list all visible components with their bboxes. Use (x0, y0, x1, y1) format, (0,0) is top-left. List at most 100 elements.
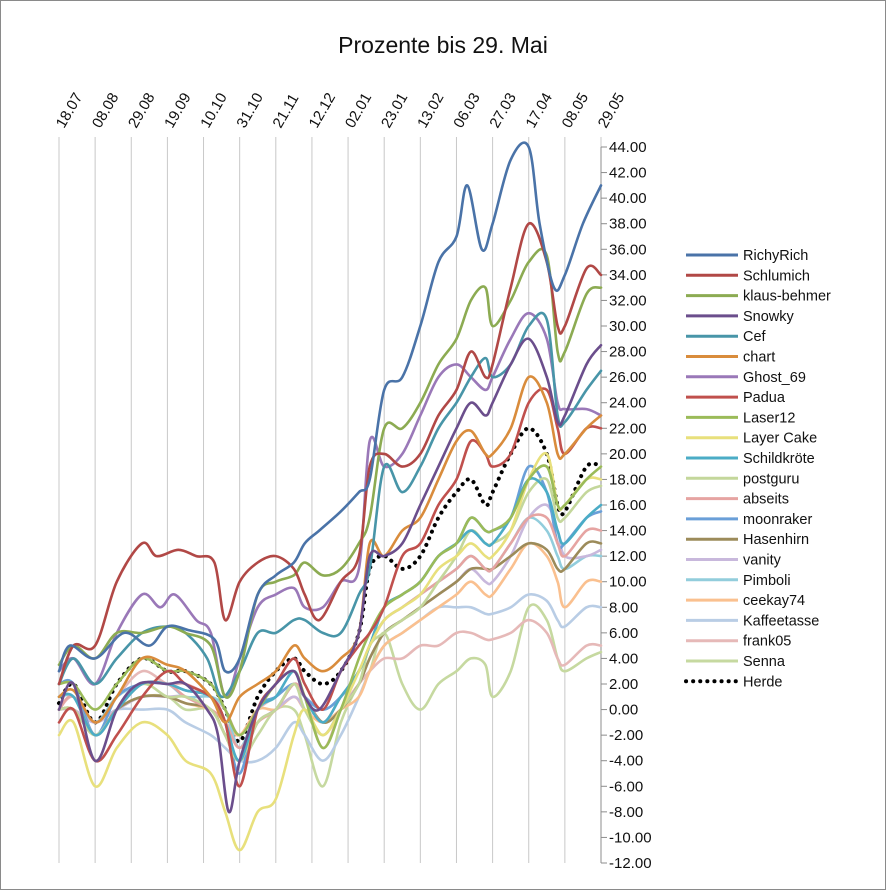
legend-label: Schlumich (743, 268, 810, 284)
series-line-klaus-behmer (57, 247, 603, 699)
legend-item-senna: Senna (686, 654, 786, 670)
series-line-postguru (57, 477, 603, 763)
y-tick-label: -8.00 (609, 804, 643, 821)
x-tick-label: 29.05 (595, 90, 628, 131)
y-tick-label: -4.00 (609, 753, 643, 770)
series-line-richyrich (57, 141, 603, 674)
legend-label: Schildkröte (743, 451, 815, 467)
legend-item-moonraker: moonraker (686, 512, 812, 528)
legend-label: Padua (743, 390, 786, 406)
x-tick-label: 19.09 (161, 90, 194, 131)
y-tick-label: -6.00 (609, 778, 643, 795)
series-line-padua (57, 387, 603, 788)
legend-item-cef: Cef (686, 329, 767, 345)
legend-item-schlumich: Schlumich (686, 268, 810, 284)
y-tick-label: -10.00 (609, 829, 652, 846)
series-line-schlumich (57, 222, 603, 686)
legend-item-laser12: Laser12 (686, 410, 795, 426)
x-tick-label: 12.12 (306, 90, 339, 131)
series-line-snowky (57, 337, 603, 814)
legend-item-pimboli: Pimboli (686, 573, 791, 589)
legend-label: RichyRich (743, 248, 808, 264)
legend-label: Layer Cake (743, 431, 817, 447)
chart-title: Prozente bis 29. Mai (338, 32, 548, 58)
legend-item-frank05: frank05 (686, 634, 791, 650)
legend-label: vanity (743, 553, 782, 569)
x-axis-ticks: 18.07 08.08 29.08 19.09 10.10 31.10 21.11 12.12… (53, 90, 628, 131)
legend-item-vanity: vanity (686, 553, 782, 569)
legend-item-ghost-69: Ghost_69 (686, 370, 806, 386)
y-tick-label: 30.00 (609, 318, 647, 335)
x-tick-label: 10.10 (197, 90, 230, 131)
legend-label: postguru (743, 471, 799, 487)
x-tick-label: 29.08 (125, 90, 158, 131)
x-tick-label: 31.10 (233, 90, 266, 131)
series-line-layer-cake (57, 451, 603, 852)
legend-label: Herde (743, 674, 783, 690)
y-tick-label: 32.00 (609, 292, 647, 309)
legend-label: Hasenhirn (743, 532, 809, 548)
legend-item-richyrich: RichyRich (686, 248, 808, 264)
y-tick-label: 42.00 (609, 165, 647, 182)
x-tick-label: 21.11 (270, 91, 303, 131)
legend-item-snowky: Snowky (686, 309, 795, 325)
legend-item-layer-cake: Layer Cake (686, 431, 817, 447)
y-axis: 44.00 42.00 40.00 38.00 36.00 34.00 32.00 30.00… (600, 139, 652, 872)
y-tick-label: 14.00 (609, 523, 647, 540)
x-gridlines (58, 137, 602, 863)
y-tick-label: 10.00 (609, 574, 647, 591)
legend-label: Laser12 (743, 410, 795, 426)
y-tick-label: 26.00 (609, 369, 647, 386)
legend-label: klaus-behmer (743, 289, 831, 305)
legend-label: Cef (743, 329, 767, 345)
y-tick-label: 36.00 (609, 241, 647, 258)
y-tick-label: 6.00 (609, 625, 638, 642)
y-tick-label: 4.00 (609, 650, 638, 667)
legend: RichyRich Schlumich klaus-behmer Snowky Cef c… (684, 248, 831, 690)
x-tick-label: 17.04 (522, 90, 555, 131)
legend-item-postguru: postguru (686, 471, 799, 487)
y-tick-label: 24.00 (609, 395, 647, 412)
legend-item-abseits: abseits (686, 492, 789, 508)
legend-label: frank05 (743, 634, 791, 650)
x-tick-label: 02.01 (342, 90, 375, 131)
y-tick-label: 22.00 (609, 420, 647, 437)
legend-item-kaffeetasse: Kaffeetasse (686, 613, 819, 629)
legend-label: Snowky (743, 309, 795, 325)
legend-item-ceekay74: ceekay74 (686, 593, 805, 609)
legend-item-padua: Padua (686, 390, 786, 406)
legend-label: Senna (743, 654, 786, 670)
legend-label: Pimboli (743, 573, 791, 589)
x-tick-label: 27.03 (486, 90, 519, 131)
legend-label: Ghost_69 (743, 370, 806, 386)
legend-item-schildkr-te: Schildkröte (686, 451, 815, 467)
x-tick-label: 08.05 (559, 90, 592, 131)
y-tick-label: 40.00 (609, 190, 647, 207)
y-tick-label: 20.00 (609, 446, 647, 463)
legend-item-chart: chart (686, 350, 775, 366)
y-tick-label: 38.00 (609, 216, 647, 233)
x-tick-label: 13.02 (414, 90, 447, 131)
y-tick-label: 34.00 (609, 267, 647, 284)
legend-label: abseits (743, 492, 789, 508)
legend-item-klaus-behmer: klaus-behmer (686, 289, 831, 305)
legend-label: Kaffeetasse (743, 613, 819, 629)
y-tick-label: 2.00 (609, 676, 638, 693)
x-tick-label: 23.01 (378, 90, 411, 131)
y-tick-label: -12.00 (609, 855, 652, 872)
y-tick-label: 44.00 (609, 139, 647, 156)
y-tick-label: 18.00 (609, 471, 647, 488)
legend-item-hasenhirn: Hasenhirn (686, 532, 809, 548)
y-tick-label: 16.00 (609, 497, 647, 514)
y-tick-label: 28.00 (609, 344, 647, 361)
legend-label: chart (743, 350, 775, 366)
legend-label: moonraker (743, 512, 812, 528)
series-line-ghost-69 (57, 311, 603, 699)
series-lines (57, 141, 603, 852)
x-tick-label: 18.07 (53, 90, 86, 131)
y-tick-label: 8.00 (609, 599, 638, 616)
y-tick-label: 0.00 (609, 702, 638, 719)
legend-item-herde: Herde (684, 674, 783, 690)
